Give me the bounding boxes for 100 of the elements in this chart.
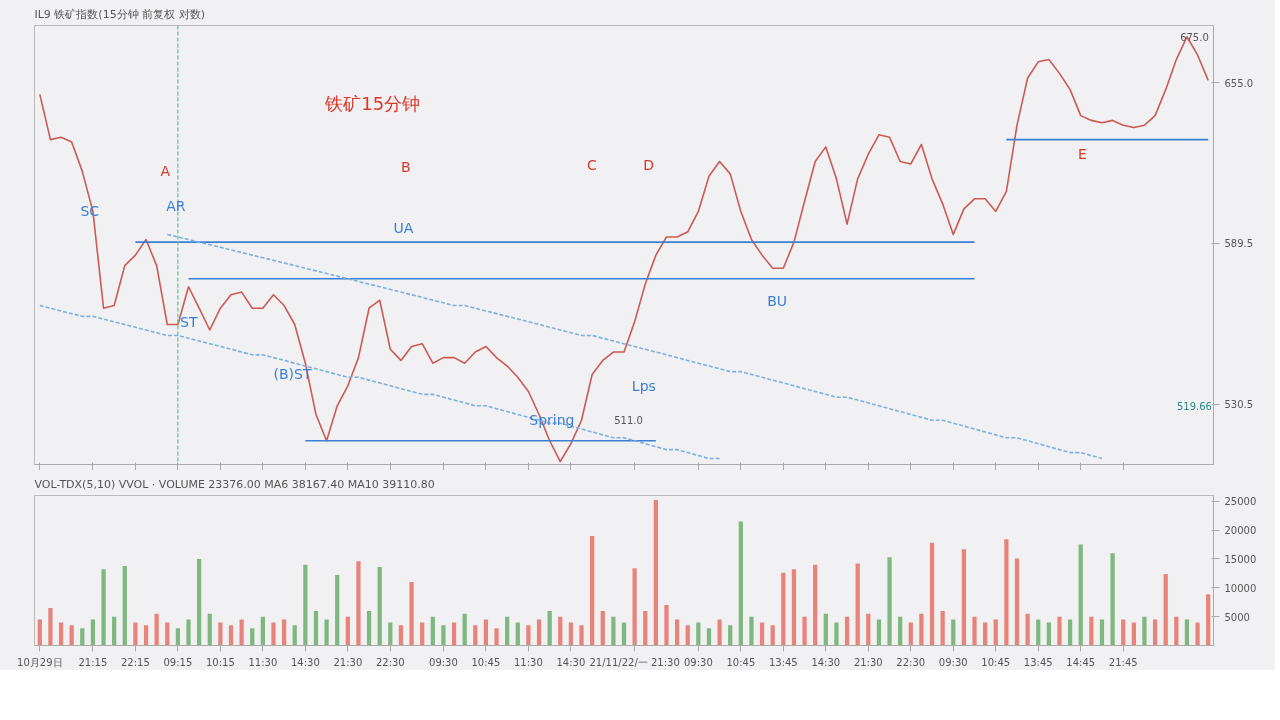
bar — [37, 619, 42, 646]
bar — [303, 564, 308, 646]
annotation: 铁矿15分钟 — [324, 92, 421, 114]
annotation: B — [400, 159, 411, 176]
bar — [696, 622, 701, 646]
bar — [1110, 553, 1115, 646]
bar — [558, 616, 563, 646]
bar — [961, 549, 967, 646]
x-tick-label: 10:45 — [726, 656, 756, 668]
bar — [972, 616, 977, 646]
bar — [674, 619, 680, 646]
bar — [876, 619, 882, 646]
bar — [898, 616, 903, 646]
bar — [685, 625, 690, 646]
bar — [451, 622, 457, 646]
bar — [356, 561, 361, 646]
bar — [420, 622, 425, 646]
x-tick-label: 21:45 — [1108, 656, 1138, 668]
bar — [101, 569, 106, 646]
bar — [653, 500, 658, 646]
bar — [58, 622, 64, 646]
bar — [388, 622, 393, 646]
bar — [1036, 619, 1041, 646]
bar — [823, 613, 828, 646]
bar — [154, 613, 159, 646]
bar — [281, 619, 287, 646]
bar — [112, 616, 117, 646]
chart-title: IL9 铁矿指数(15分钟 前复权 对数) — [34, 7, 205, 21]
bar — [345, 616, 350, 646]
bar — [462, 613, 467, 646]
bar — [228, 625, 234, 646]
annotation: Lps — [631, 377, 656, 394]
bar — [165, 622, 170, 646]
x-tick-label: 14:30 — [290, 656, 320, 668]
bar — [759, 622, 765, 646]
x-tick-label: 14:30 — [556, 656, 586, 668]
x-tick-label: 10月29日 — [17, 656, 63, 668]
bar — [515, 622, 520, 646]
bar — [69, 625, 74, 646]
bar — [143, 625, 149, 646]
bar — [430, 616, 435, 646]
annotation: C — [587, 157, 598, 174]
bar — [133, 622, 138, 646]
bar — [1121, 619, 1126, 646]
chart-title: VOL-TDX(5,10) VVOL · VOLUME 23376.00 MA6 38167.40 MA10 39110.80 — [34, 477, 435, 491]
bar — [951, 619, 956, 646]
bar — [717, 619, 722, 646]
bar — [855, 563, 860, 646]
bar — [175, 628, 181, 646]
y-tick-label: 5000 — [1224, 611, 1250, 623]
bar — [664, 605, 669, 646]
bar — [1046, 622, 1051, 646]
bar — [590, 535, 595, 646]
bar — [802, 616, 807, 646]
x-tick-label: 22:30 — [375, 656, 405, 668]
bar — [929, 542, 935, 646]
bar — [866, 613, 871, 646]
annotation: A — [160, 163, 171, 180]
y-tick-label: 15000 — [1224, 553, 1257, 565]
bar — [1131, 622, 1136, 646]
bar — [1014, 558, 1020, 646]
bar — [1142, 616, 1147, 646]
bar — [122, 565, 127, 646]
x-tick-label: 11:30 — [514, 656, 543, 668]
bar — [366, 610, 372, 646]
annotation: UA — [393, 219, 414, 236]
bar — [271, 622, 276, 646]
annotation: E — [1078, 146, 1087, 163]
line-series — [166, 233, 1103, 460]
bar — [473, 625, 478, 646]
x-tick-label: 10:45 — [471, 656, 501, 668]
bar — [568, 622, 574, 646]
bar — [186, 619, 191, 646]
bar — [1163, 573, 1168, 646]
bar — [749, 616, 754, 646]
bar — [335, 575, 340, 646]
x-tick-label: 13:45 — [1023, 656, 1053, 668]
bar — [409, 582, 414, 646]
bar — [260, 616, 265, 646]
x-tick-label: 09:30 — [683, 656, 713, 668]
bar — [781, 572, 786, 646]
bar — [983, 622, 988, 646]
bar — [791, 569, 797, 646]
x-tick-label: 21:30 — [333, 656, 363, 668]
bar — [993, 619, 998, 646]
bar — [547, 610, 552, 646]
bar — [1057, 616, 1062, 646]
bar — [1195, 622, 1200, 646]
x-tick-label: 10:45 — [981, 656, 1011, 668]
bar — [1025, 613, 1030, 646]
bar — [813, 564, 818, 646]
bar — [505, 616, 510, 646]
line-series — [39, 304, 721, 460]
x-tick-label: 21/11/22/一 21:30 — [589, 656, 680, 668]
bar — [1152, 619, 1158, 646]
annotation: D — [643, 156, 654, 173]
bar — [908, 622, 913, 646]
x-tick-label: 09:30 — [938, 656, 968, 668]
bar — [313, 610, 319, 646]
bar — [643, 610, 648, 646]
